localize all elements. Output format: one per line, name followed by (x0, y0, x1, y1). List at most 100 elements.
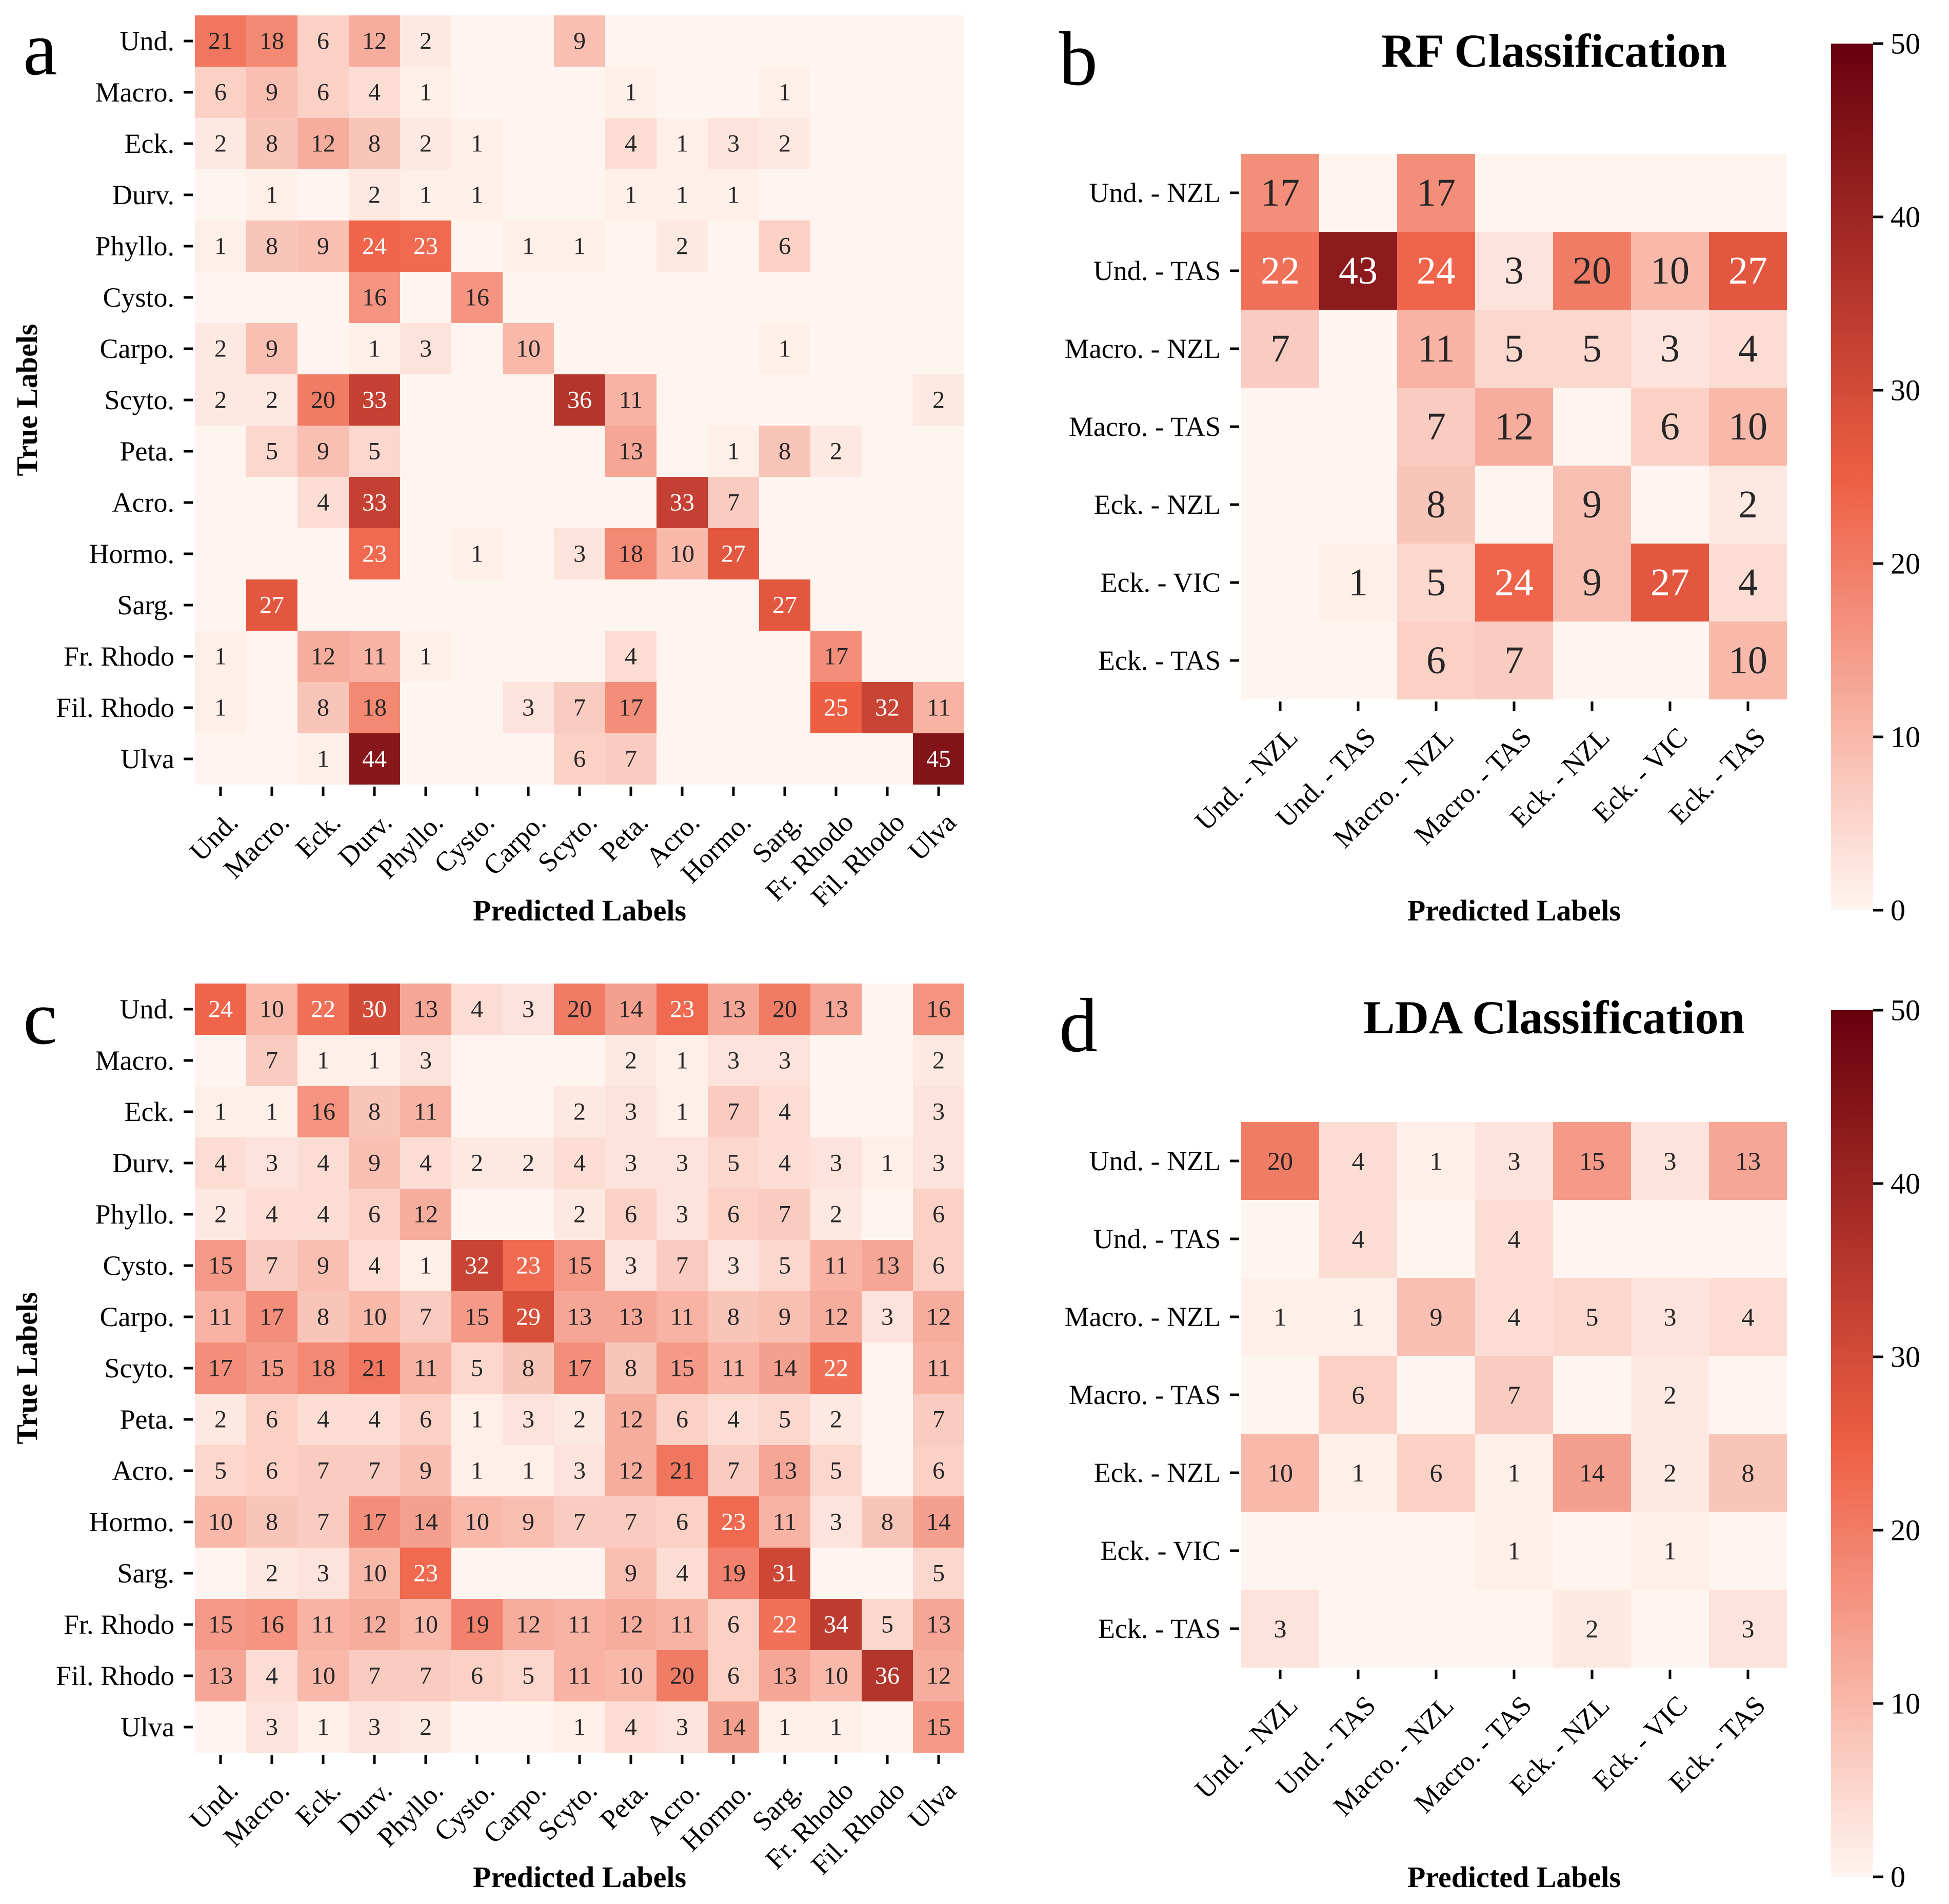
heatmap-cell (1553, 1278, 1631, 1356)
y-tick-label: Phyllo. (95, 231, 174, 262)
cell-value-label: 5 (932, 1560, 945, 1587)
colorbar (1831, 1010, 1873, 1877)
cell-value-label: 4 (420, 1150, 432, 1177)
heatmap-cell (246, 1445, 297, 1496)
cell-value-label: 7 (368, 1457, 381, 1485)
heatmap-cell (297, 1086, 349, 1137)
cell-value-label: 2 (1664, 1380, 1677, 1409)
cell-value-label: 7 (676, 1252, 688, 1279)
y-tick-label: Sarg. (117, 590, 174, 620)
heatmap-cell (810, 1650, 862, 1701)
cell-value-label: 1 (1430, 1147, 1443, 1175)
heatmap-cell (503, 1291, 554, 1342)
heatmap-cell (913, 374, 964, 426)
y-tick-label: Ulva (121, 744, 174, 774)
heatmap-cell (810, 1496, 862, 1548)
cell-value-label: 4 (266, 1201, 278, 1228)
cell-value-label: 11 (568, 1662, 591, 1690)
cell-value-label: 15 (260, 1355, 284, 1382)
cell-value-label: 4 (317, 1406, 329, 1433)
y-tick-label: Acro. (112, 1455, 174, 1486)
cell-value-label: 6 (727, 1611, 740, 1638)
heatmap-cell (554, 1240, 605, 1291)
heatmap-cell (1475, 1512, 1553, 1590)
cell-value-label: 15 (465, 1304, 489, 1331)
cell-value-label: 12 (362, 1611, 387, 1638)
cell-value-label: 4 (779, 1098, 791, 1126)
cell-value-label: 11 (209, 1304, 232, 1331)
heatmap-cell (451, 528, 503, 579)
heatmap-cell (913, 1548, 964, 1599)
cell-value-label: 1 (522, 1457, 534, 1485)
heatmap-cell (195, 374, 246, 426)
cell-value-label: 12 (619, 1611, 643, 1638)
cell-value-label: 10 (311, 1662, 335, 1690)
cell-value-label: 9 (317, 438, 329, 465)
cell-value-label: 5 (779, 1406, 791, 1433)
heatmap-cell (913, 1445, 964, 1496)
cell-value-label: 4 (625, 130, 637, 157)
cell-value-label: 1 (1508, 1458, 1521, 1487)
x-axis-label: Predicted Labels (473, 1860, 686, 1894)
cell-value-label: 7 (420, 1662, 432, 1690)
heatmap-cell (297, 1599, 349, 1650)
heatmap-cell (708, 1650, 759, 1701)
cell-value-label: 3 (676, 1150, 688, 1177)
y-tick-label: Eck. - VIC (1101, 1535, 1221, 1566)
heatmap-cell (195, 67, 246, 118)
cell-value-label: 1 (420, 79, 432, 106)
heatmap-cell (400, 323, 451, 374)
cell-value-label: 2 (214, 1201, 227, 1228)
heatmap-cell (297, 1240, 349, 1291)
heatmap-cell (349, 67, 400, 118)
cell-value-label: 7 (779, 1201, 791, 1228)
cell-value-label: 6 (1352, 1380, 1365, 1409)
heatmap-cell (605, 169, 657, 221)
cell-value-label: 13 (772, 1662, 797, 1690)
heatmap-cell (400, 67, 451, 118)
heatmap-cell (1553, 1122, 1631, 1200)
heatmap-cell (297, 1548, 349, 1599)
heatmap-cell (759, 1189, 810, 1240)
heatmap-cell (1241, 154, 1319, 232)
cell-value-label: 10 (619, 1662, 643, 1690)
cell-value-label: 15 (208, 1611, 233, 1638)
y-tick-label: Und. - NZL (1089, 1146, 1221, 1176)
heatmap-cell (297, 15, 349, 67)
cell-value-label: 32 (875, 694, 900, 721)
heatmap-cell (400, 1189, 451, 1240)
cell-value-label: 1 (779, 1714, 791, 1741)
cell-value-label: 3 (881, 1304, 893, 1331)
heatmap-cell (246, 1548, 297, 1599)
heatmap-cell (605, 1035, 657, 1086)
heatmap-cell (554, 1291, 605, 1342)
heatmap-cell (759, 984, 810, 1035)
heatmap-cell (400, 1496, 451, 1548)
cell-value-label: 27 (1650, 561, 1689, 604)
cell-value-label: 6 (1426, 639, 1446, 682)
heatmap-cell (451, 1394, 503, 1445)
heatmap-cell (554, 1342, 605, 1394)
cell-value-label: 1 (1274, 1302, 1287, 1331)
heatmap-cell (759, 118, 810, 169)
heatmap-cell (605, 118, 657, 169)
cell-value-label: 5 (1504, 327, 1524, 370)
cell-value-label: 1 (676, 182, 688, 209)
cell-value-label: 4 (317, 1150, 329, 1177)
heatmap-cell (605, 1548, 657, 1599)
heatmap-cell (708, 1394, 759, 1445)
cell-value-label: 21 (362, 1355, 387, 1382)
y-tick-label: Phyllo. (95, 1199, 174, 1230)
heatmap-cell (1475, 232, 1553, 310)
heatmap-cell (349, 733, 400, 785)
cell-value-label: 2 (522, 1150, 534, 1177)
heatmap-cell (1319, 1434, 1397, 1512)
heatmap-cell (349, 1445, 400, 1496)
cell-value-label: 2 (573, 1406, 586, 1433)
cell-value-label: 12 (413, 1201, 438, 1228)
cell-value-label: 2 (830, 1201, 842, 1228)
cell-value-label: 14 (772, 1355, 797, 1382)
cell-value-label: 25 (824, 694, 848, 721)
cell-value-label: 30 (362, 996, 387, 1023)
